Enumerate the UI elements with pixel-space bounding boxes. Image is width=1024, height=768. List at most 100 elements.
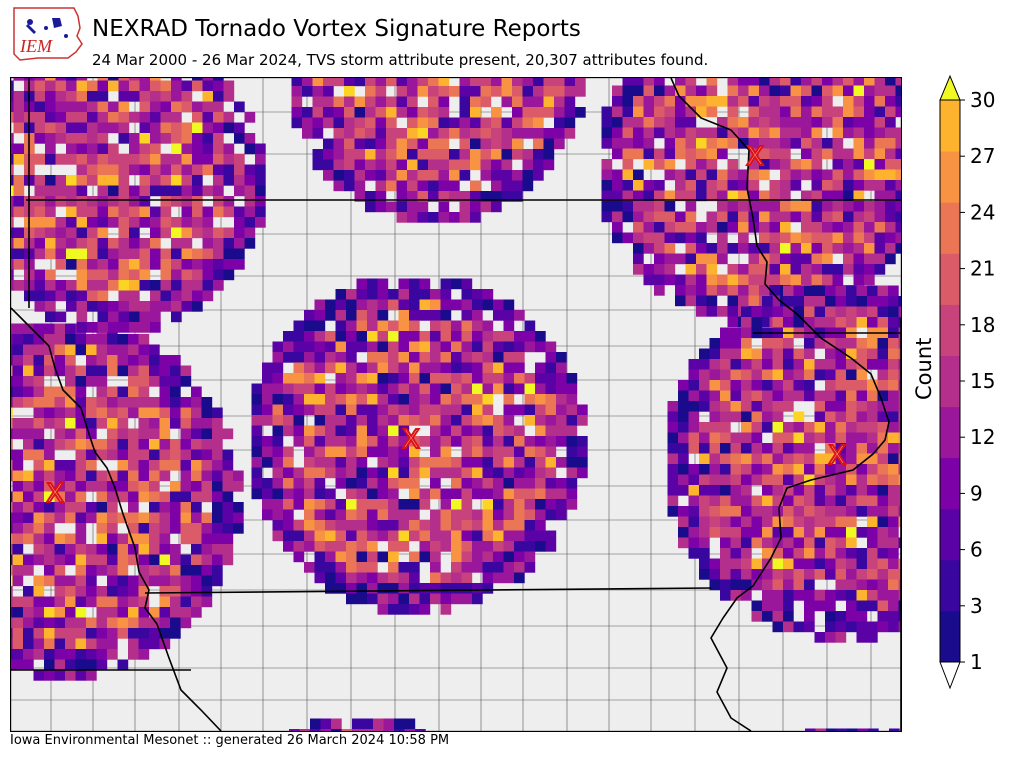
- heat-cell: [685, 243, 697, 254]
- heat-cell: [885, 159, 896, 170]
- heat-cell: [804, 569, 815, 580]
- heat-cell: [430, 436, 441, 447]
- heat-cell: [86, 470, 97, 482]
- heat-cell: [688, 443, 700, 454]
- heat-cell: [811, 201, 823, 212]
- heat-cell: [727, 106, 739, 118]
- heat-cell: [23, 638, 34, 650]
- heat-cell: [741, 537, 752, 549]
- heat-cell: [304, 530, 315, 542]
- heat-cell: [255, 206, 266, 218]
- heat-cell: [751, 369, 763, 381]
- heat-cell: [556, 383, 567, 395]
- heat-cell: [97, 175, 109, 186]
- heat-cell: [377, 572, 389, 584]
- heat-cell: [129, 185, 140, 197]
- heat-cell: [717, 243, 728, 254]
- heat-cell: [772, 579, 784, 591]
- heat-cell: [34, 248, 46, 260]
- heat-cell: [107, 355, 118, 366]
- heat-cell: [419, 415, 431, 426]
- heat-cell: [751, 411, 763, 423]
- heat-cell: [138, 596, 150, 608]
- heat-cell: [181, 122, 193, 134]
- heat-cell: [417, 107, 429, 118]
- heat-cell: [160, 175, 172, 186]
- heat-cell: [365, 86, 376, 97]
- heat-cell: [171, 217, 182, 228]
- heat-cell: [524, 530, 536, 542]
- heat-cell: [762, 422, 773, 433]
- heat-cell: [811, 243, 823, 254]
- heat-cell: [262, 373, 273, 384]
- heat-cell: [461, 362, 473, 374]
- heat-cell: [386, 96, 397, 108]
- heat-cell: [874, 85, 886, 97]
- heat-cell: [398, 320, 410, 332]
- heat-cell: [44, 638, 55, 650]
- heat-cell: [503, 478, 515, 489]
- heat-cell: [888, 338, 899, 349]
- heat-cell: [346, 593, 357, 605]
- heat-cell: [554, 86, 565, 97]
- heat-cell: [835, 390, 847, 402]
- heat-cell: [898, 537, 901, 549]
- heat-cell: [54, 418, 66, 429]
- heat-cell: [11, 523, 13, 534]
- heat-cell: [375, 180, 387, 192]
- heat-cell: [293, 383, 305, 395]
- heat-cell: [291, 96, 303, 108]
- heat-cell: [139, 164, 151, 176]
- heat-cell: [87, 143, 98, 155]
- heat-cell: [864, 159, 875, 170]
- heat-cell: [524, 499, 536, 510]
- heat-cell: [11, 334, 13, 345]
- heat-cell: [33, 617, 45, 629]
- heat-cell: [898, 380, 901, 391]
- heat-cell: [451, 436, 462, 447]
- heat-cell: [107, 397, 118, 408]
- heat-cell: [128, 628, 139, 639]
- heat-cell: [741, 443, 752, 454]
- heat-cell: [407, 128, 418, 139]
- heat-cell: [867, 348, 878, 360]
- heat-cell: [762, 380, 773, 391]
- heat-cell: [33, 407, 45, 419]
- heat-cell: [283, 467, 294, 479]
- heat-cell: [482, 320, 494, 332]
- heat-cell: [461, 394, 473, 405]
- heat-cell: [192, 78, 203, 81]
- heat-cell: [346, 373, 357, 384]
- heat-cell: [262, 415, 273, 426]
- heat-cell: [65, 376, 76, 387]
- heat-cell: [202, 122, 214, 134]
- heat-cell: [835, 495, 847, 507]
- heat-cell: [514, 341, 525, 353]
- heat-cell: [11, 449, 13, 461]
- heat-cell: [149, 638, 160, 650]
- heat-cell: [76, 133, 88, 144]
- heat-cell: [314, 572, 326, 584]
- heat-cell: [867, 306, 878, 318]
- heat-cell: [727, 295, 739, 307]
- colorbar-swatch: [940, 304, 960, 356]
- heat-cell: [664, 148, 676, 160]
- heat-cell: [325, 362, 336, 374]
- heat-cell: [129, 112, 140, 123]
- heat-cell: [180, 491, 192, 503]
- heat-cell: [853, 222, 865, 233]
- heat-cell: [741, 516, 752, 528]
- heat-cell: [108, 175, 119, 186]
- heat-cell: [730, 516, 742, 528]
- heat-cell: [748, 243, 760, 254]
- heat-cell: [86, 428, 97, 440]
- heat-cell: [346, 509, 357, 521]
- heat-cell: [856, 548, 868, 559]
- heat-cell: [449, 86, 460, 97]
- heat-cell: [128, 617, 139, 629]
- heat-cell: [149, 607, 160, 618]
- heat-cell: [772, 422, 784, 433]
- heat-cell: [459, 201, 471, 213]
- heat-cell: [825, 537, 836, 549]
